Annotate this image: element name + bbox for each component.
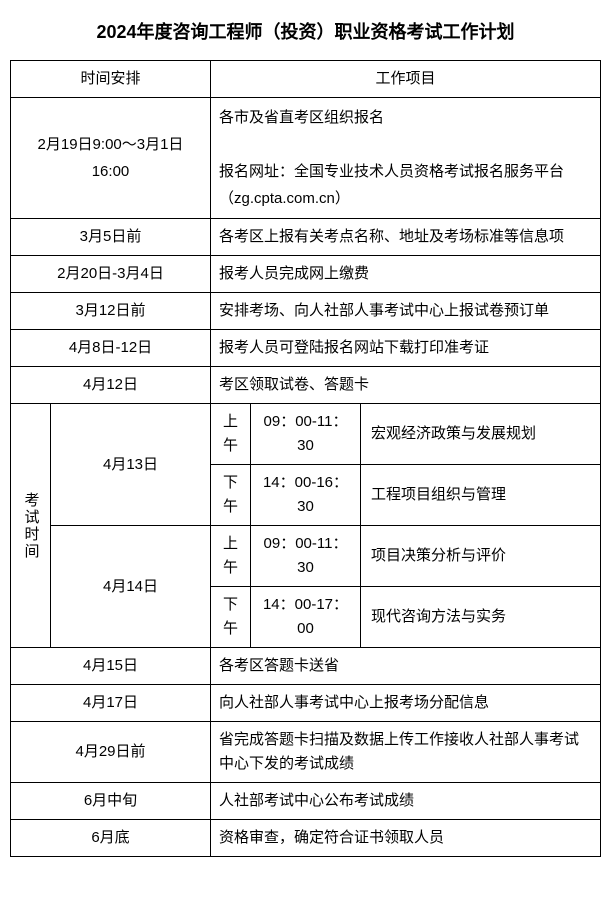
exam-period: 下午 — [211, 465, 251, 526]
work-cell: 省完成答题卡扫描及数据上传工作接收人社部人事考试中心下发的考试成绩 — [211, 722, 601, 783]
work-cell: 各市及省直考区组织报名 报名网址：全国专业技术人员资格考试报名服务平台（zg.c… — [211, 98, 601, 219]
table-row: 6月中旬 人社部考试中心公布考试成绩 — [11, 783, 601, 820]
exam-subject: 项目决策分析与评价 — [361, 526, 601, 587]
exam-slot: 09：00-11：30 — [251, 404, 361, 465]
exam-subject: 工程项目组织与管理 — [361, 465, 601, 526]
time-cell: 4月8日-12日 — [11, 330, 211, 367]
table-row: 3月5日前 各考区上报有关考点名称、地址及考场标准等信息项 — [11, 219, 601, 256]
exam-date: 4月13日 — [51, 404, 211, 526]
table-row: 2月20日-3月4日 报考人员完成网上缴费 — [11, 256, 601, 293]
time-cell: 4月12日 — [11, 367, 211, 404]
work-cell: 报考人员完成网上缴费 — [211, 256, 601, 293]
exam-period: 上午 — [211, 526, 251, 587]
time-cell: 2月20日-3月4日 — [11, 256, 211, 293]
exam-date: 4月14日 — [51, 526, 211, 648]
time-cell: 4月17日 — [11, 685, 211, 722]
schedule-table: 时间安排 工作项目 2月19日9:00～3月1日16:00 各市及省直考区组织报… — [10, 60, 601, 857]
work-cell: 向人社部人事考试中心上报考场分配信息 — [211, 685, 601, 722]
work-cell: 安排考场、向人社部人事考试中心上报试卷预订单 — [211, 293, 601, 330]
table-row: 4月29日前 省完成答题卡扫描及数据上传工作接收人社部人事考试中心下发的考试成绩 — [11, 722, 601, 783]
work-cell: 资格审查，确定符合证书领取人员 — [211, 820, 601, 857]
table-row: 3月12日前 安排考场、向人社部人事考试中心上报试卷预订单 — [11, 293, 601, 330]
table-row: 4月8日-12日 报考人员可登陆报名网站下载打印准考证 — [11, 330, 601, 367]
work-cell: 各考区上报有关考点名称、地址及考场标准等信息项 — [211, 219, 601, 256]
time-cell: 4月29日前 — [11, 722, 211, 783]
work-cell: 考区领取试卷、答题卡 — [211, 367, 601, 404]
exam-row: 考试时间 4月13日 上午 09：00-11：30 宏观经济政策与发展规划 — [11, 404, 601, 465]
table-row: 2月19日9:00～3月1日16:00 各市及省直考区组织报名 报名网址：全国专… — [11, 98, 601, 219]
header-time: 时间安排 — [11, 61, 211, 98]
work-cell: 人社部考试中心公布考试成绩 — [211, 783, 601, 820]
time-cell: 3月5日前 — [11, 219, 211, 256]
header-row: 时间安排 工作项目 — [11, 61, 601, 98]
table-row: 6月底 资格审查，确定符合证书领取人员 — [11, 820, 601, 857]
exam-label: 考试时间 — [11, 404, 51, 648]
exam-subject: 现代咨询方法与实务 — [361, 587, 601, 648]
work-cell: 报考人员可登陆报名网站下载打印准考证 — [211, 330, 601, 367]
exam-slot: 14：00-16：30 — [251, 465, 361, 526]
exam-slot: 14：00-17：00 — [251, 587, 361, 648]
exam-row: 4月14日 上午 09：00-11：30 项目决策分析与评价 — [11, 526, 601, 587]
work-cell: 各考区答题卡送省 — [211, 648, 601, 685]
time-cell: 3月12日前 — [11, 293, 211, 330]
exam-slot: 09：00-11：30 — [251, 526, 361, 587]
time-cell: 2月19日9:00～3月1日16:00 — [11, 98, 211, 219]
exam-period: 上午 — [211, 404, 251, 465]
exam-subject: 宏观经济政策与发展规划 — [361, 404, 601, 465]
table-row: 4月12日 考区领取试卷、答题卡 — [11, 367, 601, 404]
time-cell: 4月15日 — [11, 648, 211, 685]
table-row: 4月17日 向人社部人事考试中心上报考场分配信息 — [11, 685, 601, 722]
time-cell: 6月底 — [11, 820, 211, 857]
table-row: 4月15日 各考区答题卡送省 — [11, 648, 601, 685]
exam-period: 下午 — [211, 587, 251, 648]
time-cell: 6月中旬 — [11, 783, 211, 820]
page-title: 2024年度咨询工程师（投资）职业资格考试工作计划 — [10, 18, 601, 44]
header-work: 工作项目 — [211, 61, 601, 98]
